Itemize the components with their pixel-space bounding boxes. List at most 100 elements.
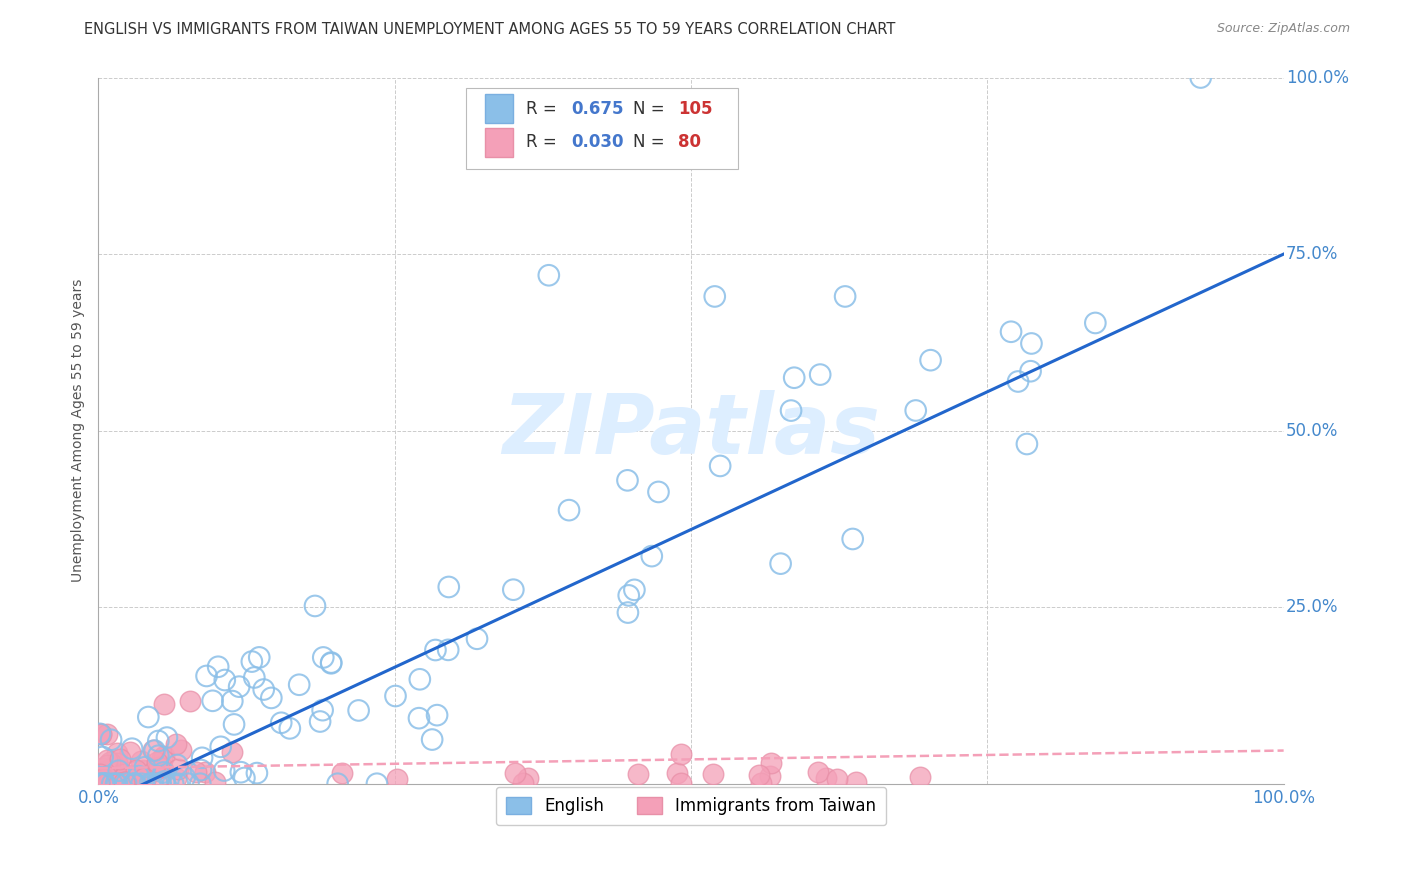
Point	[1000, 325, 1022, 339]
Point	[558, 503, 581, 517]
Point	[253, 682, 276, 697]
Text: Source: ZipAtlas.com: Source: ZipAtlas.com	[1216, 22, 1350, 36]
Point	[312, 650, 335, 665]
Point	[112, 775, 135, 789]
Text: 105: 105	[678, 100, 713, 118]
Point	[120, 745, 142, 759]
Point	[260, 690, 283, 705]
Point	[1015, 437, 1038, 451]
Point	[93, 777, 115, 791]
Point	[101, 777, 124, 791]
Point	[186, 764, 208, 779]
Point	[98, 774, 121, 789]
Point	[228, 680, 250, 694]
Point	[825, 772, 848, 786]
Point	[841, 532, 863, 546]
Point	[107, 764, 129, 778]
Point	[136, 710, 159, 724]
Y-axis label: Unemployment Among Ages 55 to 59 years: Unemployment Among Ages 55 to 59 years	[72, 279, 86, 582]
Point	[124, 772, 146, 786]
Point	[122, 768, 145, 782]
Point	[91, 762, 114, 776]
FancyBboxPatch shape	[485, 128, 513, 157]
Point	[1084, 316, 1107, 330]
Point	[94, 769, 117, 783]
Text: 80: 80	[678, 134, 702, 152]
Point	[1189, 70, 1212, 85]
Point	[709, 458, 731, 473]
Point	[153, 774, 176, 789]
Point	[173, 771, 195, 785]
Point	[366, 777, 388, 791]
Point	[188, 777, 211, 791]
Point	[149, 777, 172, 791]
Point	[121, 741, 143, 756]
Point	[131, 777, 153, 791]
Point	[647, 484, 669, 499]
Point	[671, 776, 693, 790]
Point	[104, 759, 127, 773]
Point	[100, 732, 122, 747]
Point	[190, 763, 212, 777]
Point	[304, 599, 326, 613]
Point	[93, 772, 115, 786]
Point	[148, 748, 170, 763]
Point	[114, 774, 136, 789]
Point	[96, 727, 118, 741]
Point	[98, 765, 121, 780]
Point	[214, 673, 236, 687]
Point	[148, 734, 170, 748]
Point	[1021, 336, 1043, 351]
Point	[91, 777, 114, 791]
Point	[97, 769, 120, 783]
Point	[908, 770, 931, 784]
Text: R =: R =	[526, 100, 562, 118]
Point	[165, 738, 187, 752]
Point	[425, 643, 447, 657]
Point	[409, 673, 432, 687]
Point	[627, 767, 650, 781]
Point	[96, 757, 118, 772]
Point	[90, 727, 112, 741]
Point	[162, 777, 184, 791]
Point	[105, 777, 128, 791]
Point	[616, 473, 638, 487]
Point	[105, 746, 128, 760]
Point	[153, 777, 176, 791]
Point	[209, 739, 232, 754]
Point	[537, 268, 560, 283]
Text: 0.675: 0.675	[571, 100, 624, 118]
Point	[129, 754, 152, 768]
Point	[105, 756, 128, 770]
Point	[834, 289, 856, 303]
Point	[703, 289, 725, 303]
Point	[91, 750, 114, 764]
Point	[110, 752, 132, 766]
Point	[146, 756, 169, 770]
Point	[156, 731, 179, 745]
Text: N =: N =	[633, 134, 669, 152]
Point	[97, 776, 120, 790]
Point	[122, 775, 145, 789]
Text: R =: R =	[526, 134, 562, 152]
Point	[437, 580, 460, 594]
Point	[233, 771, 256, 785]
Point	[89, 776, 111, 790]
Point	[152, 748, 174, 763]
Point	[904, 403, 927, 417]
Point	[143, 743, 166, 757]
Point	[112, 767, 135, 781]
Point	[321, 656, 343, 670]
Point	[194, 765, 217, 780]
Point	[309, 714, 332, 729]
Point	[517, 771, 540, 785]
Point	[769, 557, 792, 571]
Point	[89, 767, 111, 781]
Point	[502, 582, 524, 597]
Point	[108, 776, 131, 790]
Point	[169, 742, 191, 756]
Point	[91, 770, 114, 784]
Point	[221, 745, 243, 759]
Point	[179, 694, 201, 708]
Legend: English, Immigrants from Taiwan: English, Immigrants from Taiwan	[495, 787, 886, 825]
